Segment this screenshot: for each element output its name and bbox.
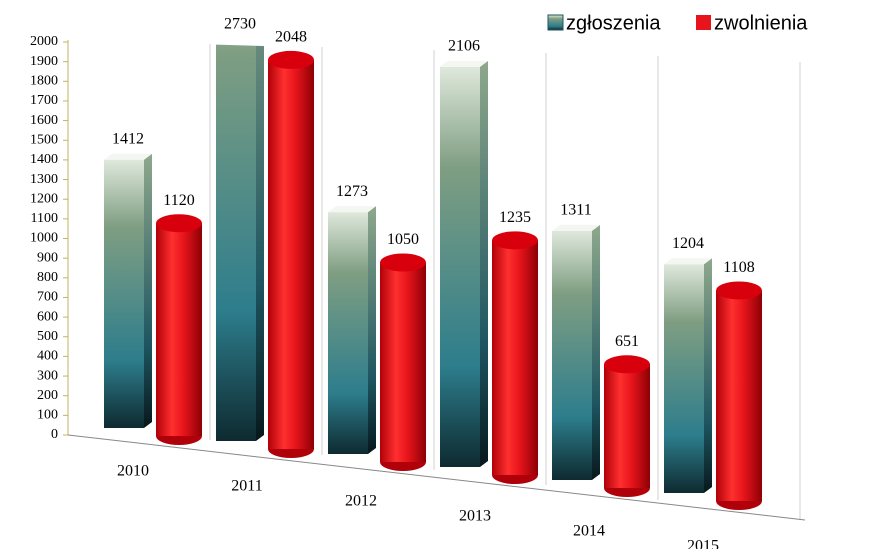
bar-top	[604, 355, 650, 374]
bar	[440, 60, 488, 468]
bar-side	[592, 224, 600, 480]
y-tick-label: 1700	[30, 93, 58, 108]
bar-top	[328, 206, 376, 213]
data-label: 1235	[499, 209, 531, 226]
data-label: 2048	[275, 29, 307, 46]
bar-top	[716, 281, 762, 300]
bar-top	[156, 214, 202, 233]
bar-top	[492, 231, 538, 250]
bar-front	[552, 230, 592, 480]
floor-edge	[67, 434, 806, 521]
bar	[104, 153, 152, 428]
y-tick-label: 1200	[30, 191, 58, 206]
bar-body	[380, 262, 426, 462]
y-tick-label: 800	[37, 270, 58, 285]
bar-side	[480, 60, 488, 468]
bar-body	[492, 240, 538, 475]
y-tick-label: 1500	[30, 132, 58, 147]
y-tick-label: 400	[37, 349, 58, 364]
legend-swatch	[696, 15, 711, 30]
y-tick-label: 500	[37, 329, 58, 344]
x-tick-label: 2012	[345, 493, 377, 510]
data-label: 651	[615, 333, 639, 350]
bar-front	[440, 66, 480, 468]
x-tick-label: 2015	[687, 538, 719, 549]
plot	[104, 40, 762, 510]
bar-body	[156, 223, 202, 436]
bar-top	[268, 50, 314, 69]
bar-side	[256, 40, 264, 441]
data-label: 1108	[723, 259, 754, 276]
bar-side	[368, 206, 376, 454]
y-tick-label: 1900	[30, 54, 58, 69]
bar	[552, 224, 600, 480]
bar-top	[104, 153, 152, 160]
bar	[604, 355, 650, 497]
x-tick-label: 2011	[231, 478, 262, 495]
data-label: 1412	[112, 130, 144, 147]
y-tick-label: 200	[37, 388, 58, 403]
bar-top	[440, 60, 488, 67]
bar	[328, 206, 376, 454]
data-label: 1050	[387, 231, 419, 248]
bar	[216, 40, 264, 442]
bar-top	[552, 224, 600, 231]
y-tick-label: 900	[37, 250, 58, 265]
data-label: 1120	[163, 192, 194, 209]
bar-body	[604, 364, 650, 488]
back-wall	[209, 44, 801, 520]
y-tick-label: 1800	[30, 74, 58, 89]
bar-front	[104, 159, 144, 428]
bar-side	[704, 258, 712, 493]
legend-label: zwolnienia	[714, 12, 808, 34]
bar-side	[144, 153, 152, 428]
y-tick-label: 1100	[31, 211, 58, 226]
x-tick-label: 2010	[117, 463, 149, 480]
data-label: 2730	[224, 15, 256, 32]
bar	[664, 258, 712, 493]
bar-body	[716, 290, 762, 501]
y-tick-label: 0	[51, 427, 58, 442]
y-tick-label: 2000	[30, 34, 58, 49]
data-label: 1311	[560, 202, 591, 219]
y-tick-label: 700	[37, 290, 58, 305]
y-tick-label: 1400	[30, 152, 58, 167]
y-tick-label: 1600	[30, 113, 58, 128]
x-tick-label: 2013	[459, 508, 491, 525]
bar-front	[664, 264, 704, 493]
bar	[716, 281, 762, 510]
y-tick-label: 300	[37, 368, 58, 383]
bar-top	[664, 258, 712, 265]
data-label: 1204	[672, 235, 704, 252]
bar-front	[328, 212, 368, 454]
bar-front	[216, 40, 256, 442]
bar-top	[380, 253, 426, 272]
bar	[380, 253, 426, 471]
y-tick-label: 600	[37, 309, 58, 324]
data-label: 2106	[448, 38, 480, 55]
y-tick-label: 1300	[30, 172, 58, 187]
data-label: 1273	[336, 183, 368, 200]
legend-swatch	[547, 14, 564, 31]
y-tick-label: 1000	[30, 231, 58, 246]
x-tick-label: 2014	[573, 523, 605, 540]
legend-label: zgłoszenia	[566, 12, 661, 34]
bar-body	[268, 59, 314, 449]
y-tick-label: 100	[37, 408, 58, 423]
bar	[268, 50, 314, 458]
bar	[156, 214, 202, 445]
bar	[492, 231, 538, 484]
